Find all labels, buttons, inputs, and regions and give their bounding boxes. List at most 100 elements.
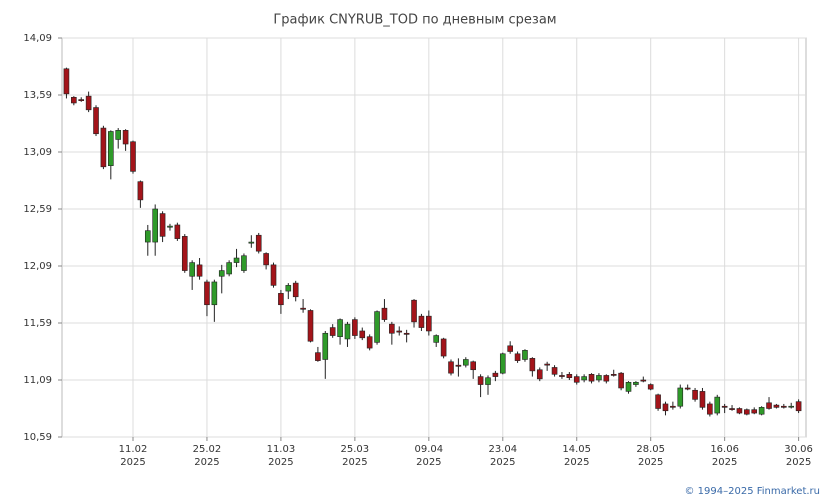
x-tick-sublabel: 2025 (564, 457, 589, 468)
candle-body (85, 95, 92, 111)
y-tick-label: 10,59 (23, 432, 52, 443)
candle-body (381, 307, 388, 320)
candle-body (285, 285, 292, 292)
candle-body (337, 319, 343, 337)
candle-body (115, 130, 122, 140)
candle-body (692, 389, 698, 400)
x-tick-sublabel: 2025 (416, 457, 441, 468)
candle-body (751, 409, 758, 414)
candle-body (292, 282, 299, 298)
x-tick-sublabel: 2025 (194, 457, 219, 468)
candle-body (433, 335, 440, 343)
candle-body (596, 375, 602, 381)
candle-body (470, 361, 476, 371)
candle-body (610, 373, 617, 376)
candle-body (477, 376, 484, 385)
candle-body (226, 262, 232, 275)
y-tick-label: 11,09 (23, 375, 52, 386)
candle-body (758, 407, 765, 415)
candle-body (581, 376, 587, 381)
candle-body (633, 381, 639, 385)
candle-body (655, 394, 661, 409)
y-tick-label: 11,59 (23, 318, 52, 329)
candle-body (529, 358, 536, 372)
candle-body (485, 377, 491, 385)
x-tick-label: 14.05 (562, 444, 591, 455)
candle-body (618, 372, 624, 389)
x-tick-label: 30.06 (784, 444, 813, 455)
candle-body (499, 353, 506, 374)
candle-body (640, 379, 647, 382)
candle-body (573, 376, 580, 383)
x-tick-label: 09.04 (415, 444, 444, 455)
x-tick-sublabel: 2025 (342, 457, 367, 468)
candle-body (189, 262, 195, 277)
candle-body (795, 401, 802, 412)
candle-body (411, 299, 417, 323)
candle-body (403, 332, 410, 335)
candle-body (211, 281, 218, 306)
candle-body (366, 336, 373, 349)
x-tick-sublabel: 2025 (490, 457, 515, 468)
x-tick-sublabel: 2025 (268, 457, 293, 468)
candle-body (551, 367, 558, 375)
candle-body (152, 208, 158, 243)
candle-body (315, 352, 321, 361)
y-tick-label: 13,09 (23, 147, 52, 158)
candle-body (122, 130, 129, 145)
candle-body (255, 234, 262, 252)
candle-body (248, 241, 255, 244)
x-tick-sublabel: 2025 (712, 457, 737, 468)
candle-body (463, 359, 469, 366)
candle-body (144, 230, 151, 243)
candle-body (766, 402, 772, 409)
candle-body (137, 181, 144, 201)
candle-body (100, 127, 107, 168)
candle-body (670, 405, 676, 408)
x-tick-label: 16.06 (710, 444, 739, 455)
candle-body (396, 330, 403, 333)
chart-title: График CNYRUB_TOD по дневным срезам (273, 13, 556, 28)
candle-body (721, 405, 728, 408)
x-tick-label: 25.02 (193, 444, 222, 455)
candle-body (181, 236, 188, 271)
candle-body (566, 373, 573, 379)
candle-body (159, 213, 166, 237)
candle-body (374, 311, 380, 343)
x-tick-sublabel: 2025 (638, 457, 663, 468)
x-tick-label: 28.05 (636, 444, 665, 455)
candle-body (263, 253, 269, 266)
y-tick-label: 14,09 (23, 33, 52, 44)
candle-body (625, 381, 632, 392)
candle-body (440, 338, 447, 357)
y-tick-label: 13,59 (23, 90, 52, 101)
plot-area (61, 37, 807, 438)
candle-body (729, 408, 735, 410)
candle-body (63, 68, 70, 95)
footer[interactable]: © 1994–2025 Finmarket.ru (684, 486, 820, 497)
candle-body (241, 255, 247, 271)
y-tick-label: 12,59 (23, 204, 52, 215)
candle-body (603, 375, 610, 382)
candle-body (359, 330, 366, 339)
candle-body (507, 345, 513, 352)
candle-body (418, 315, 425, 328)
candle-body (647, 384, 654, 390)
y-tick-label: 12,09 (23, 261, 52, 272)
candle-body (714, 396, 721, 414)
candle-body (307, 310, 314, 342)
candle-body (588, 373, 595, 382)
candle-body (492, 372, 499, 377)
candle-body (300, 307, 306, 310)
candle-body (130, 141, 136, 172)
candle-body (78, 99, 85, 101)
candle-body (448, 361, 454, 374)
candle-body (736, 408, 743, 414)
candle-body (559, 375, 565, 377)
x-tick-sublabel: 2025 (786, 457, 811, 468)
candle-body (426, 315, 432, 332)
candle-body (677, 387, 684, 407)
candle-body (167, 225, 173, 228)
x-tick-sublabel: 2025 (120, 457, 145, 468)
